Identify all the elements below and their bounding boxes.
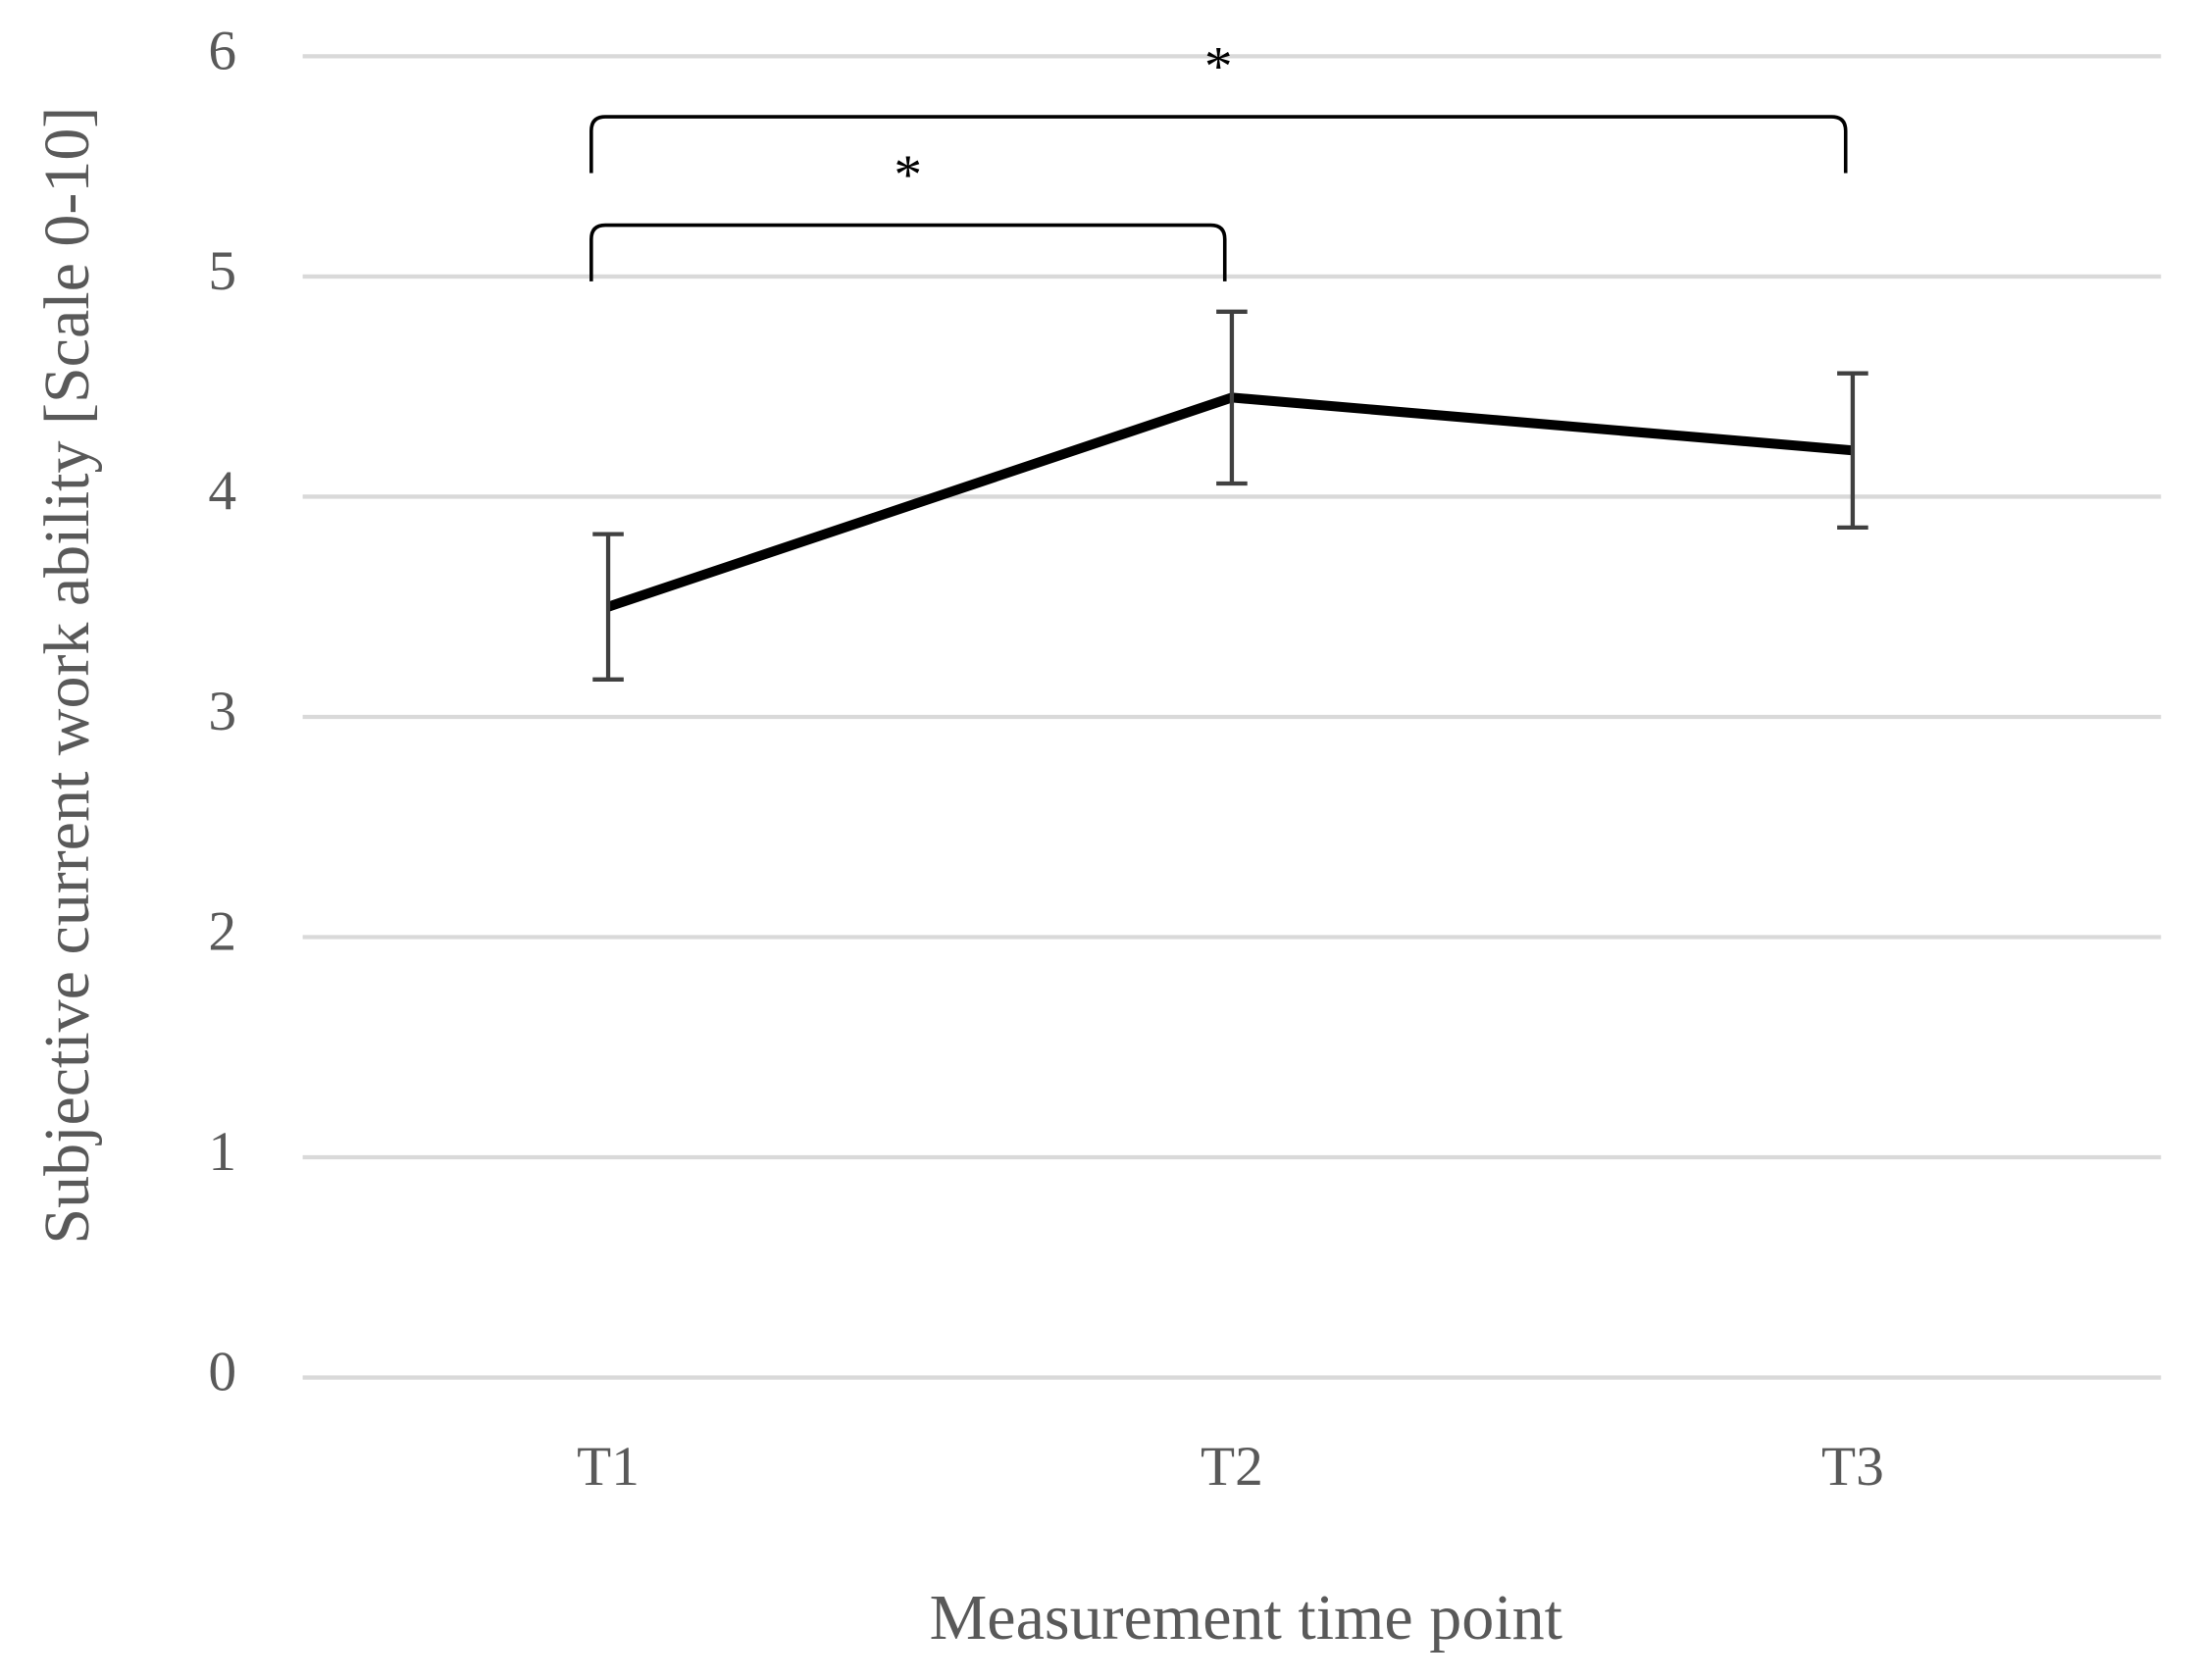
significance-label: * [894,144,922,206]
y-tick-label: 0 [208,1342,236,1403]
x-tick-label: T2 [1201,1436,1263,1498]
y-tick-label: 6 [208,21,236,82]
y-tick-label: 1 [208,1121,236,1183]
y-tick-label: 3 [208,681,236,742]
y-axis-title: Subjective current work ability [Scale 0… [31,107,103,1245]
x-tick-label: T3 [1821,1436,1884,1498]
x-tick-label: T1 [577,1436,639,1498]
significance-bracket [589,115,1848,174]
y-tick-label: 5 [208,240,236,302]
x-axis-title: Measurement time point [930,1582,1562,1654]
error-bar [1837,371,1868,531]
error-bar [1216,309,1248,486]
y-tick-label: 4 [208,461,236,523]
significance-bracket [589,223,1227,281]
error-bar [592,532,624,682]
y-tick-label: 2 [208,901,236,963]
significance-label: * [1204,35,1233,97]
